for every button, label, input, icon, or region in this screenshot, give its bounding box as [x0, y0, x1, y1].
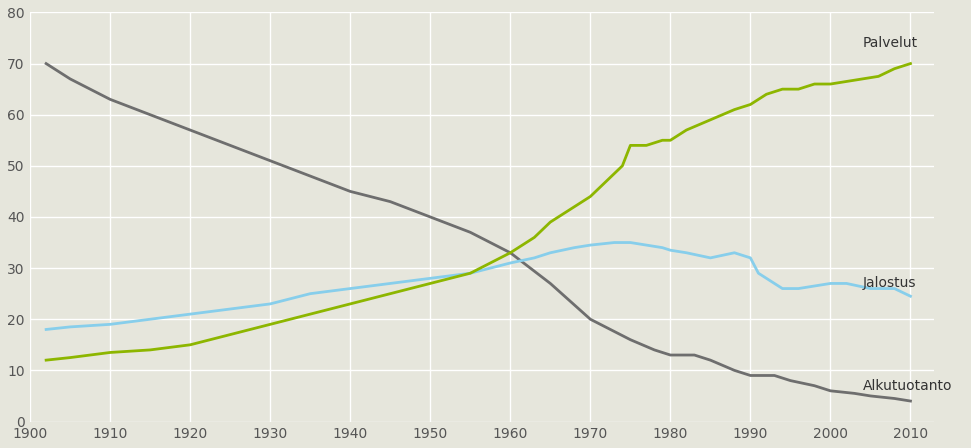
Text: Jalostus: Jalostus: [862, 276, 916, 290]
Text: Palvelut: Palvelut: [862, 36, 918, 50]
Text: Alkutuotanto: Alkutuotanto: [862, 379, 952, 393]
